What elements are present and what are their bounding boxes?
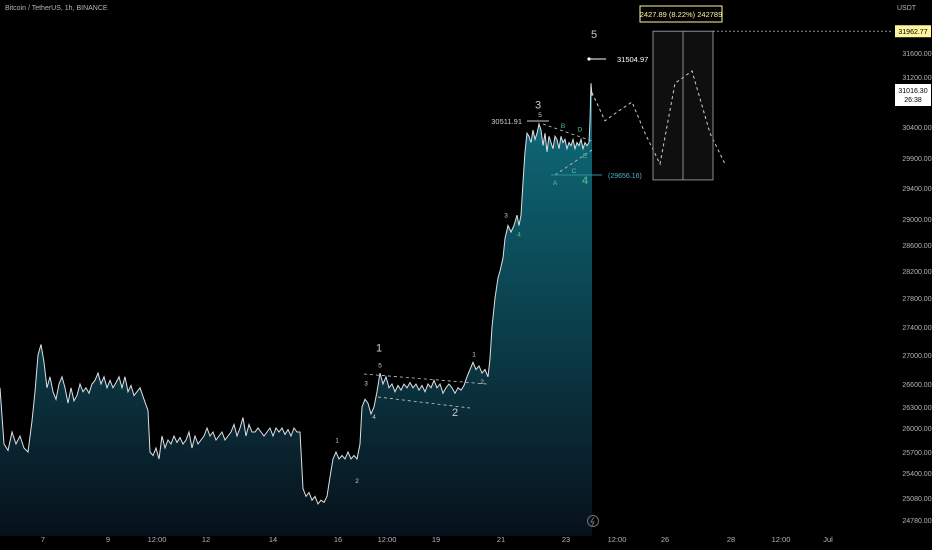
wave-label-0: 1 [376, 343, 382, 355]
y-tick-label: 25700.00 [902, 450, 931, 457]
y-tick-label: 27400.00 [902, 325, 931, 332]
y-tick-label: 28600.00 [902, 243, 931, 250]
y-tick-label: 25400.00 [902, 471, 931, 478]
wave-label-5: 1 [335, 437, 339, 444]
x-tick-label: Jul [823, 535, 833, 544]
target-price-label: 31962.77 [898, 29, 927, 36]
y-tick-label: 26000.00 [902, 426, 931, 433]
wave-label-10: 1 [472, 351, 476, 358]
current-price-badge [895, 84, 931, 106]
wave-label-17: C [572, 168, 577, 175]
wave-label-11: 2 [480, 379, 484, 386]
wave-label-14: 5 [538, 112, 542, 119]
y-tick-label: 30400.00 [902, 125, 931, 132]
current-price-label: 31016.30 [898, 88, 927, 95]
wave-label-12: 3 [504, 212, 508, 219]
x-tick-label: 26 [661, 535, 669, 544]
price-line [0, 83, 593, 505]
y-tick-label: 25080.00 [902, 496, 931, 503]
high-price-label: 31504.97 [617, 55, 648, 64]
y-tick-label: 27800.00 [902, 296, 931, 303]
wave-label-2: 3 [535, 99, 541, 111]
y-tick-label: 24780.00 [902, 518, 931, 525]
x-tick-label: 19 [432, 535, 440, 544]
price-area-fill [0, 83, 592, 537]
wave-label-3: 4 [582, 175, 588, 187]
x-tick-label: 28 [727, 535, 735, 544]
wave-label-9: 5 [378, 362, 382, 369]
x-tick-label: 12 [202, 535, 210, 544]
wave-label-1: 2 [452, 407, 458, 419]
wave-label-8: 4 [372, 414, 376, 421]
replay-icon[interactable] [587, 515, 599, 527]
y-tick-label: 29400.00 [902, 186, 931, 193]
measure-label: 2427.89 (8.22%) 242789 [640, 10, 723, 19]
wave-label-19: E [583, 153, 588, 160]
x-tick-label: 16 [334, 535, 342, 544]
wave3-price-label: 30511.91 [491, 117, 522, 126]
x-tick-label: 12:00 [608, 535, 627, 544]
countdown-label: 26:38 [904, 97, 922, 104]
x-tick-label: 7 [41, 535, 45, 544]
y-tick-label: 28200.00 [902, 269, 931, 276]
wave4-price-label: (29656.16) [608, 173, 642, 180]
x-tick-label: 14 [269, 535, 277, 544]
wave-label-16: B [561, 123, 565, 130]
wave-label-7: 3 [364, 381, 368, 388]
y-tick-label: 29900.00 [902, 156, 931, 163]
x-tick-label: 12:00 [378, 535, 397, 544]
wave-label-13: 4 [517, 232, 521, 239]
wave-label-18: D [578, 126, 583, 133]
triangle-upper [542, 123, 593, 142]
price-axis-unit: USDT [897, 5, 917, 12]
x-tick-label: 9 [106, 535, 110, 544]
target-price-badge [895, 25, 931, 38]
high-level-marker [587, 57, 591, 61]
symbol-title: Bitcoin / TetherUS, 1h, BINANCE [5, 5, 108, 12]
wave-channel-upper [363, 373, 488, 385]
wave-label-15: A [553, 180, 558, 187]
wave-label-4: 5 [591, 29, 597, 41]
wave-label-6: 2 [355, 478, 359, 485]
y-tick-label: 29000.00 [902, 217, 931, 224]
y-tick-label: 26600.00 [902, 382, 931, 389]
y-tick-label: 27000.00 [902, 353, 931, 360]
x-tick-label: 12:00 [772, 535, 791, 544]
y-tick-label: 31200.00 [902, 75, 931, 82]
triangle-lower [554, 149, 593, 176]
y-tick-label: 31600.00 [902, 51, 931, 58]
x-tick-label: 23 [562, 535, 570, 544]
measure-label-box [639, 5, 723, 23]
x-tick-label: 12:00 [148, 535, 167, 544]
x-tick-label: 21 [497, 535, 505, 544]
y-tick-label: 26300.00 [902, 405, 931, 412]
